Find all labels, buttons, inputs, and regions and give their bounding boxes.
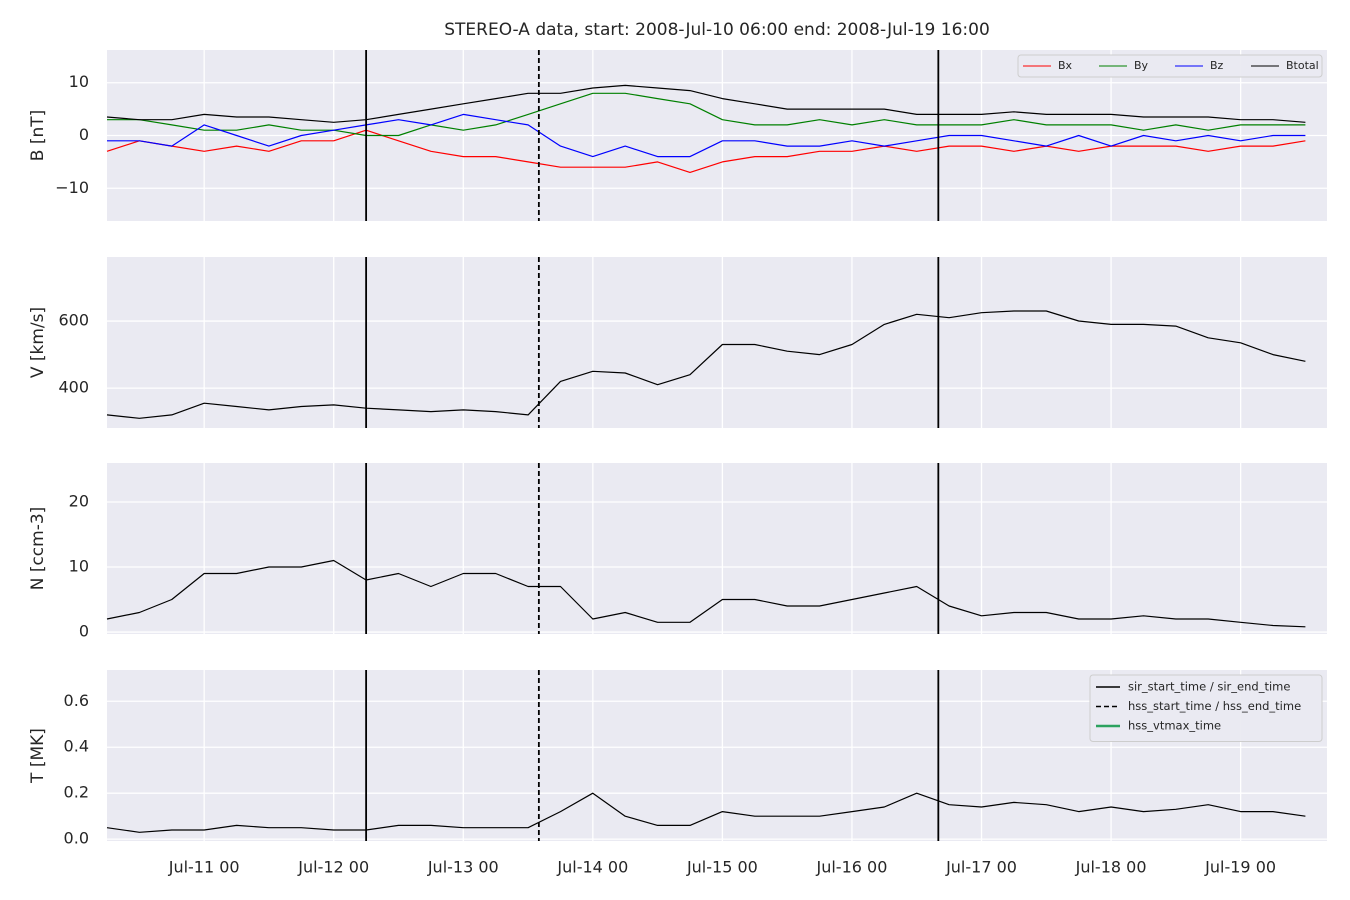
series-line <box>107 92 1306 137</box>
legend-label: hss_vtmax_time <box>1128 719 1221 733</box>
y-axis-label: B [nT] <box>28 110 48 162</box>
y-axis-label: N [ccm-3] <box>28 507 48 591</box>
legend-box <box>1017 54 1323 78</box>
legend-label: hss_start_time / hss_end_time <box>1128 699 1301 713</box>
plot-background <box>107 463 1327 634</box>
y-tick-label: 20 <box>69 492 89 511</box>
x-tick-label: Jul-16 00 <box>816 858 888 877</box>
y-tick-label: −10 <box>55 178 89 197</box>
x-tick-label: Jul-14 00 <box>556 858 628 877</box>
y-axis-label: V [km/s] <box>28 307 48 378</box>
series-line <box>106 310 1306 419</box>
series-line <box>107 113 1306 158</box>
y-tick-label: 0.2 <box>64 783 89 802</box>
legend-box <box>1089 674 1323 742</box>
series-line <box>106 84 1306 123</box>
y-tick-label: 400 <box>58 378 89 397</box>
legend-label: By <box>1134 59 1149 72</box>
plot-background <box>107 257 1327 428</box>
legend-label: Bz <box>1210 59 1224 72</box>
y-tick-label: 0 <box>79 125 89 144</box>
legend-label: Btotal <box>1286 59 1319 72</box>
x-tick-label: Jul-17 00 <box>945 858 1017 877</box>
legend-label: sir_start_time / sir_end_time <box>1128 680 1290 694</box>
x-tick-label: Jul-18 00 <box>1075 858 1147 877</box>
x-tick-label: Jul-13 00 <box>427 858 499 877</box>
y-axis-label: T [MK] <box>28 728 48 784</box>
legend-label: Bx <box>1058 59 1073 72</box>
y-tick-label: 0.0 <box>64 829 89 848</box>
chart-title: STEREO-A data, start: 2008-Jul-10 06:00 … <box>444 20 990 40</box>
y-tick-label: 10 <box>69 557 89 576</box>
x-tick-label: Jul-11 00 <box>168 858 240 877</box>
series-line <box>106 129 1306 173</box>
y-tick-label: 10 <box>69 72 89 91</box>
x-tick-label: Jul-15 00 <box>686 858 758 877</box>
series-line <box>106 792 1306 833</box>
y-tick-label: 0.6 <box>64 691 89 710</box>
x-tick-label: Jul-19 00 <box>1204 858 1276 877</box>
y-tick-label: 0.4 <box>64 737 89 756</box>
y-tick-label: 600 <box>58 311 89 330</box>
y-tick-label: 0 <box>79 622 89 641</box>
x-tick-label: Jul-12 00 <box>297 858 369 877</box>
series-line <box>106 559 1306 628</box>
